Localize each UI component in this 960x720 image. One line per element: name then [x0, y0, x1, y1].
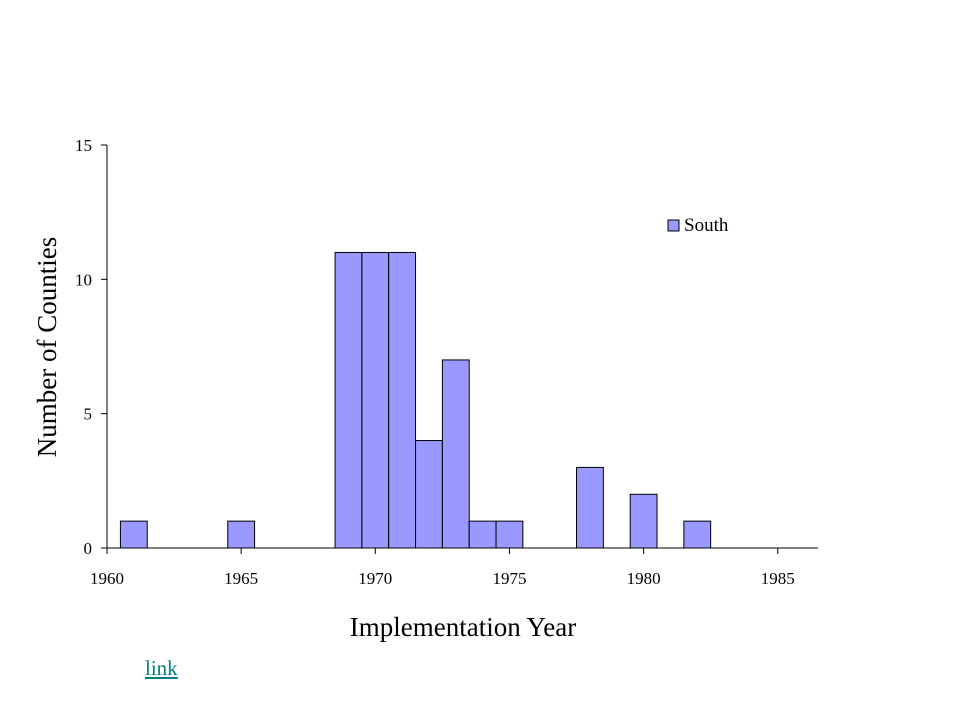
- x-tick-label: 1965: [224, 569, 258, 588]
- bar: [119, 520, 148, 549]
- x-tick-label: 1975: [492, 569, 526, 588]
- y-axis-title: Number of Counties: [32, 237, 62, 457]
- x-tick-label: 1970: [358, 569, 392, 588]
- footer-link[interactable]: link: [145, 656, 178, 680]
- bar: [576, 466, 604, 549]
- bar: [441, 359, 470, 549]
- bar: [334, 251, 363, 549]
- bar: [227, 520, 256, 549]
- axes-group: 0 5 10 15 1960 1965 1970 1975 1980 1985: [75, 136, 818, 588]
- bar: [361, 251, 390, 549]
- x-axis-title: Implementation Year: [350, 612, 576, 642]
- x-tick-label: 1980: [627, 569, 661, 588]
- bar: [415, 440, 443, 549]
- legend-label: South: [684, 215, 729, 236]
- x-tick-label: 1985: [761, 569, 795, 588]
- y-tick-label: 15: [75, 136, 92, 155]
- bar: [388, 251, 417, 549]
- legend: South: [667, 215, 729, 236]
- y-tick-label: 5: [84, 405, 93, 424]
- bars-group: [119, 251, 712, 549]
- legend-swatch: [667, 219, 680, 232]
- x-tick-label: 1960: [90, 569, 124, 588]
- bar: [629, 493, 658, 549]
- bar: [495, 520, 524, 549]
- y-tick-label: 0: [84, 539, 93, 558]
- bar: [468, 520, 497, 549]
- bar: [683, 520, 712, 549]
- y-tick-label: 10: [75, 270, 92, 289]
